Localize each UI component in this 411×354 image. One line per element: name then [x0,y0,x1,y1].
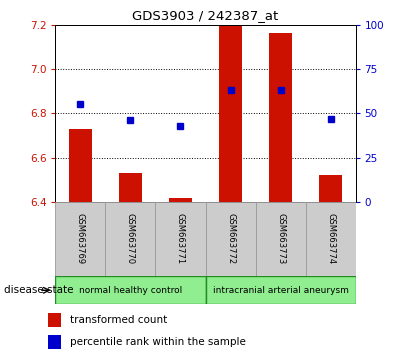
Text: GSM663773: GSM663773 [276,213,285,264]
Bar [48,313,60,327]
Text: normal healthy control: normal healthy control [79,286,182,295]
Text: GSM663770: GSM663770 [126,213,135,264]
Bar [48,335,60,349]
Text: GDS3903 / 242387_at: GDS3903 / 242387_at [132,9,279,22]
Text: transformed count: transformed count [70,315,167,325]
Text: GSM663772: GSM663772 [226,213,235,264]
Bar [119,173,142,202]
Text: percentile rank within the sample: percentile rank within the sample [70,337,246,347]
Bar [206,202,256,276]
Bar [319,175,342,202]
Bar [305,202,356,276]
Bar [269,33,292,202]
Bar [206,276,356,304]
Bar [55,276,206,304]
Text: GSM663771: GSM663771 [176,213,185,264]
Bar [155,202,206,276]
Bar [55,202,106,276]
Bar [69,129,92,202]
Bar [106,202,155,276]
Bar [219,26,242,202]
Bar [169,199,192,202]
Text: disease state: disease state [4,285,74,295]
Bar [256,202,305,276]
Text: intracranial arterial aneurysm: intracranial arterial aneurysm [212,286,349,295]
Text: GSM663769: GSM663769 [76,213,85,264]
Text: GSM663774: GSM663774 [326,213,335,264]
